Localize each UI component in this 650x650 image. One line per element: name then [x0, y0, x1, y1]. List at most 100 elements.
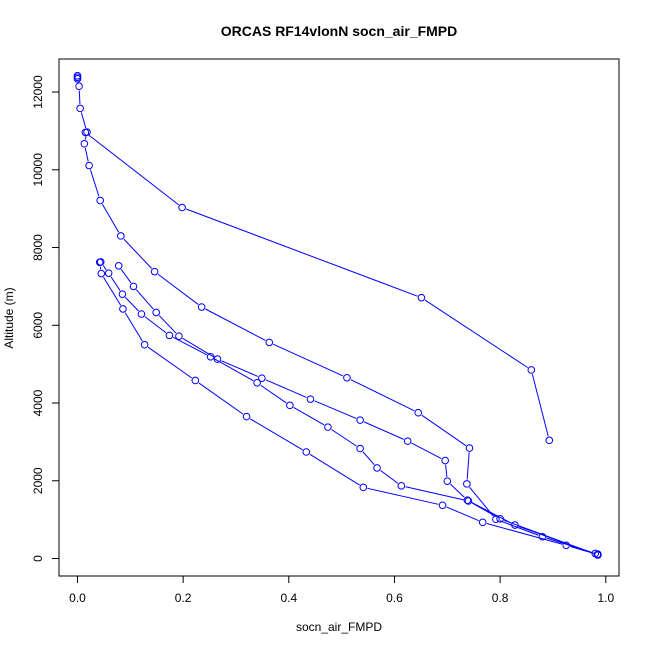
- data-point: [118, 290, 127, 298]
- series-line-segment: [78, 90, 81, 105]
- data-point: [478, 518, 487, 527]
- data-point: [150, 267, 159, 276]
- series-line-segment: [350, 379, 415, 412]
- series-line-segment: [198, 382, 244, 415]
- series-line-segment: [405, 486, 465, 501]
- data-point: [75, 82, 83, 91]
- chart-title: ORCAS RF14vlonN socn_air_FMPD: [221, 23, 458, 39]
- data-point: [119, 305, 127, 313]
- data-point: [356, 444, 364, 453]
- series-line-segment: [147, 346, 193, 379]
- data-point: [538, 532, 547, 541]
- y-axis-label: Altitude (m): [2, 287, 16, 348]
- x-axis-label: socn_air_FMPD: [296, 620, 382, 634]
- data-point: [464, 497, 473, 505]
- series-line-segment: [260, 384, 287, 404]
- series-line-segment: [84, 147, 89, 162]
- data-point: [403, 437, 412, 445]
- series-line-segment: [205, 308, 266, 341]
- data-point: [562, 541, 570, 550]
- series-line-segment: [265, 379, 307, 398]
- series-2: [95, 258, 602, 559]
- x-tick-label: 0.6: [386, 591, 403, 605]
- series-line-segment: [249, 418, 303, 451]
- data-point: [356, 416, 364, 424]
- data-point: [414, 408, 423, 417]
- series-line-segment: [411, 442, 442, 460]
- data-point: [443, 477, 452, 485]
- x-tick-label: 0.8: [492, 591, 509, 605]
- series-line-segment: [486, 523, 563, 545]
- series-line-segment: [445, 464, 448, 477]
- series-line-segment: [102, 265, 107, 270]
- data-point: [175, 332, 183, 340]
- data-point: [165, 331, 174, 340]
- series-line-segment: [446, 506, 479, 522]
- data-point: [242, 412, 251, 421]
- series-5: [81, 128, 554, 445]
- series-line-segment: [221, 360, 259, 377]
- data-point: [343, 373, 351, 382]
- data-point: [76, 104, 84, 113]
- series-line-segment: [182, 337, 215, 358]
- data-point: [593, 550, 602, 559]
- data-point: [545, 436, 554, 445]
- data-point: [258, 374, 266, 382]
- series-line-segment: [314, 400, 357, 419]
- data-point: [527, 366, 536, 374]
- y-tick-label: 2000: [31, 467, 45, 494]
- data-point: [438, 501, 447, 510]
- data-point: [253, 379, 261, 387]
- data-point: [117, 232, 125, 240]
- series-line-segment: [470, 501, 512, 524]
- series-line-segment: [421, 414, 467, 447]
- series-line-segment: [124, 312, 143, 342]
- data-point: [417, 293, 426, 302]
- data-point: [96, 196, 105, 205]
- series-line-segment: [135, 289, 154, 310]
- data-point: [96, 258, 105, 266]
- data-point: [137, 310, 146, 318]
- series-line-segment: [380, 470, 399, 484]
- series-line-segment: [123, 238, 153, 269]
- series-line-segment: [103, 276, 122, 306]
- y-tick-label: 0: [31, 555, 45, 562]
- data-point: [463, 480, 471, 488]
- series-line-segment: [363, 421, 404, 440]
- series-line-segment: [293, 407, 325, 426]
- data-point: [265, 338, 274, 347]
- x-tick-label: 0.2: [175, 591, 192, 605]
- data-point: [129, 282, 138, 291]
- series-line-segment: [367, 487, 439, 505]
- y-tick-label: 12000: [31, 75, 45, 109]
- series-line-segment: [80, 112, 87, 129]
- series-line-segment: [424, 299, 528, 369]
- data-point: [286, 401, 294, 410]
- data-point: [114, 262, 123, 270]
- series-line-segment: [450, 483, 465, 498]
- data-point: [373, 464, 381, 472]
- y-tick-label: 8000: [31, 234, 45, 261]
- x-tick-label: 1.0: [597, 591, 614, 605]
- data-point: [85, 161, 93, 170]
- series-line-segment: [125, 296, 139, 312]
- data-point: [359, 483, 368, 492]
- data-point: [81, 128, 90, 137]
- data-point: [80, 139, 89, 148]
- y-tick-label: 4000: [31, 389, 45, 416]
- series-line-segment: [185, 208, 418, 297]
- series-line-segment: [499, 520, 539, 536]
- data-point: [140, 340, 149, 349]
- data-point: [206, 352, 215, 361]
- series-line-segment: [120, 269, 132, 284]
- series-line-segment: [466, 452, 470, 480]
- series-line-segment: [110, 276, 121, 291]
- series-line-segment: [531, 374, 549, 437]
- y-axis: 0 2000 4000 6000 8000 10000 12000: [31, 75, 60, 562]
- data-point: [465, 444, 474, 452]
- data-point: [302, 448, 311, 456]
- data-point: [97, 269, 106, 278]
- data-point: [306, 395, 315, 403]
- series-line-segment: [89, 169, 100, 197]
